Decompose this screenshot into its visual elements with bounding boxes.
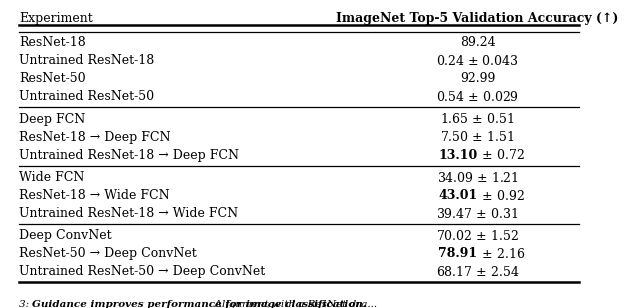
- Text: ResNet-50 → Deep ConvNet: ResNet-50 → Deep ConvNet: [19, 247, 197, 260]
- Text: 34.09 $\pm$ 1.21: 34.09 $\pm$ 1.21: [436, 171, 518, 184]
- Text: Untrained ResNet-50: Untrained ResNet-50: [19, 90, 154, 103]
- Text: Untrained ResNet-18: Untrained ResNet-18: [19, 55, 154, 67]
- Text: 78.91: 78.91: [438, 247, 477, 260]
- Text: 39.47 $\pm$ 0.31: 39.47 $\pm$ 0.31: [436, 207, 519, 221]
- Text: Untrained ResNet-50 → Deep ConvNet: Untrained ResNet-50 → Deep ConvNet: [19, 265, 266, 278]
- Text: Deep FCN: Deep FCN: [19, 113, 86, 126]
- Text: 0.24 $\pm$ 0.043: 0.24 $\pm$ 0.043: [436, 54, 519, 68]
- Text: Untrained ResNet-18 → Wide FCN: Untrained ResNet-18 → Wide FCN: [19, 207, 238, 220]
- Text: 7.50 $\pm$ 1.51: 7.50 $\pm$ 1.51: [440, 130, 515, 144]
- Text: 3:: 3:: [19, 299, 33, 308]
- Text: 89.24: 89.24: [460, 36, 495, 50]
- Text: Experiment: Experiment: [19, 12, 93, 26]
- Text: 0.54 $\pm$ 0.029: 0.54 $\pm$ 0.029: [436, 90, 519, 104]
- Text: ResNet-18: ResNet-18: [19, 36, 86, 50]
- Text: Deep ConvNet: Deep ConvNet: [19, 229, 112, 242]
- Text: ResNet-18 → Deep FCN: ResNet-18 → Deep FCN: [19, 131, 171, 144]
- Text: 92.99: 92.99: [460, 72, 495, 85]
- Text: ResNet-18 → Wide FCN: ResNet-18 → Wide FCN: [19, 189, 170, 202]
- Text: Wide FCN: Wide FCN: [19, 171, 84, 184]
- Text: 68.17 $\pm$ 2.54: 68.17 $\pm$ 2.54: [436, 265, 519, 279]
- Text: 1.65 $\pm$ 0.51: 1.65 $\pm$ 0.51: [440, 112, 515, 126]
- Text: Untrained ResNet-18 → Deep FCN: Untrained ResNet-18 → Deep FCN: [19, 149, 239, 162]
- Text: 43.01: 43.01: [438, 189, 477, 202]
- Text: 13.10: 13.10: [438, 149, 477, 162]
- Text: $\pm$ 2.16: $\pm$ 2.16: [477, 247, 525, 261]
- Text: $\pm$ 0.72: $\pm$ 0.72: [477, 148, 525, 162]
- Text: ResNet-50: ResNet-50: [19, 72, 86, 85]
- Text: Alignment with a ResNet dra...: Alignment with a ResNet dra...: [208, 299, 377, 308]
- Text: 70.02 $\pm$ 1.52: 70.02 $\pm$ 1.52: [436, 229, 519, 243]
- Text: $\pm$ 0.92: $\pm$ 0.92: [477, 188, 524, 203]
- Text: ImageNet Top-5 Validation Accuracy (↑): ImageNet Top-5 Validation Accuracy (↑): [337, 12, 619, 26]
- Text: Guidance improves performance for image classification.: Guidance improves performance for image …: [33, 299, 367, 308]
